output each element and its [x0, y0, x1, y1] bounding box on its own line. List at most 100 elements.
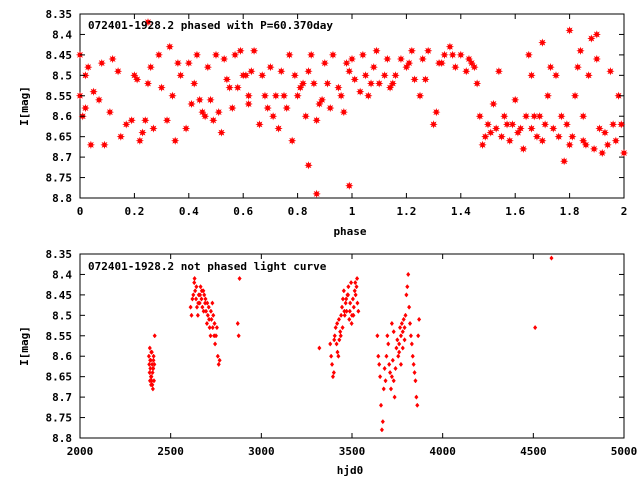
- phased-plot-data-point: [328, 50, 338, 59]
- phased-plot-data-point: [356, 87, 365, 96]
- light-curve-plot-data-point: [397, 324, 403, 331]
- light-curve-plot-x-axis-title: hjd0: [337, 464, 364, 477]
- phased-plot-data-point: [565, 26, 574, 35]
- light-curve-plot-data-point: [213, 333, 219, 339]
- light-curve-plot-data-point: [207, 316, 212, 323]
- phased-plot-data-point: [478, 140, 487, 149]
- phased-plot-data-point: [532, 132, 542, 141]
- light-curve-plot-y-ticks: 8.35 8.4 8.45 8.5 8.55 8.6 8.65 8.7 8.75 8.8: [46, 248, 624, 445]
- light-curve-plot-data-point: [376, 353, 381, 359]
- light-curve-plot-data-point: [201, 308, 206, 314]
- light-curve-plot-data-point: [400, 345, 405, 351]
- phased-plot-data-point: [603, 140, 612, 149]
- light-curve-plot-data-point: [401, 316, 406, 323]
- phased-plot-data-point: [315, 99, 324, 109]
- phased-plot-data-point: [100, 140, 109, 149]
- phased-plot-data-point: [116, 132, 125, 141]
- phased-plot-data-point: [187, 99, 196, 109]
- phased-plot-data-point: [579, 112, 588, 121]
- phased-plot-data-point: [263, 103, 272, 113]
- light-curve-plot-data-point: [397, 341, 402, 347]
- phased-plot-data-point: [176, 71, 185, 80]
- light-curve-plot-data-point: [406, 271, 411, 278]
- phased-plot-y-tick-label: 8.65: [46, 131, 73, 144]
- phased-plot-x-ticks: 0 0.2 0.4 0.6 0.8 1 1.2 1.4 1.6 1.8 2: [77, 14, 627, 218]
- light-curve-plot-data-point: [148, 374, 153, 380]
- light-curve-plot-data-point: [385, 333, 390, 339]
- phased-plot-data-point: [173, 58, 183, 68]
- phased-plot-data-point: [579, 136, 588, 145]
- phased-plot-data-point: [606, 67, 615, 76]
- light-curve-plot-data-point: [235, 320, 240, 327]
- light-curve-plot-data-point: [237, 275, 242, 282]
- phased-plot-data-point: [249, 46, 259, 55]
- phased-plot-data-point: [312, 189, 321, 199]
- light-curve-plot-data-point: [188, 304, 193, 310]
- light-curve-plot-data-point: [394, 345, 399, 351]
- phased-plot-data-point: [592, 54, 601, 64]
- light-curve-plot-data-point: [380, 419, 385, 425]
- phased-plot-data-point: [437, 58, 446, 68]
- phased-plot-data-point: [418, 54, 427, 64]
- light-curve-plot-data-point: [347, 316, 352, 323]
- phased-plot-data-point: [217, 128, 226, 137]
- phased-plot-data-point: [236, 46, 245, 55]
- phased-plot-data-point: [230, 50, 240, 59]
- light-curve-plot-data-point: [217, 357, 222, 363]
- light-curve-plot-data-point: [191, 292, 196, 298]
- light-curve-plot-data-point: [147, 369, 152, 376]
- light-curve-plot-y-tick-label: 8.65: [46, 371, 73, 384]
- light-curve-plot-data-point: [334, 341, 339, 347]
- phased-plot-x-tick-label: 0: [77, 205, 84, 218]
- light-curve-plot-data-point: [335, 320, 340, 327]
- light-curve-plot-data-point: [395, 337, 400, 343]
- phased-plot-data-point: [143, 18, 153, 27]
- light-curve-plot-data-point: [342, 308, 347, 314]
- phased-plot-y-tick-label: 8.7: [52, 151, 72, 164]
- light-curve-plot-data-point: [192, 280, 197, 286]
- light-curve-plot-data-points: [146, 255, 554, 433]
- light-curve-plot-data-point: [150, 369, 155, 376]
- light-curve-plot-data-point: [388, 386, 394, 392]
- phased-plot-data-point: [149, 124, 158, 133]
- light-curve-plot-data-point: [215, 353, 220, 359]
- phased-plot-data-point: [407, 46, 416, 55]
- light-curve-plot-data-point: [343, 300, 348, 306]
- phased-plot-data-point: [598, 148, 607, 158]
- light-curve-plot-data-point: [389, 320, 394, 327]
- light-curve-plot-data-point: [378, 402, 384, 408]
- phased-plot-data-point: [473, 79, 482, 88]
- light-curve-plot-data-point: [197, 292, 203, 298]
- phased-plot-data-point: [462, 67, 471, 76]
- phased-plot-data-point: [157, 83, 166, 92]
- phased-plot-data-point: [432, 108, 441, 117]
- light-curve-plot: 2000 2500 3000 3500 4000 4500 5000 8.35 8.4 8.45…: [18, 248, 637, 477]
- light-curve-plot-data-point: [193, 296, 199, 302]
- phased-plot-data-point: [546, 63, 555, 72]
- phased-plot-data-point: [258, 71, 267, 80]
- light-curve-plot-data-point: [205, 300, 210, 306]
- phased-plot-data-point: [304, 161, 313, 170]
- light-curve-plot-data-point: [351, 304, 356, 310]
- phased-plot-data-point: [451, 63, 460, 72]
- light-curve-plot-data-point: [199, 296, 204, 302]
- light-curve-plot-data-point: [332, 333, 337, 339]
- phased-plot-data-point: [541, 120, 550, 129]
- phased-plot-data-point: [206, 95, 215, 104]
- phased-plot-data-point: [89, 87, 98, 96]
- phased-plot-data-point: [298, 79, 308, 88]
- phased-plot-data-point: [475, 112, 484, 121]
- phased-plot-x-tick-label: 1.4: [451, 205, 471, 218]
- phased-plot-data-point: [560, 157, 569, 166]
- phased-plot-data-point: [530, 112, 539, 121]
- phased-plot-data-point: [543, 91, 552, 100]
- light-curve-plot-data-point: [338, 333, 343, 339]
- light-curve-plot-data-point: [152, 361, 157, 368]
- phased-plot-data-point: [301, 112, 310, 121]
- phased-plot-data-point: [94, 95, 104, 104]
- phased-plot-data-point: [565, 140, 574, 149]
- light-curve-plot-data-point: [214, 324, 219, 331]
- light-curve-plot-data-point: [379, 427, 385, 433]
- phased-plot-data-point: [282, 103, 291, 113]
- light-curve-plot-data-point: [194, 304, 200, 310]
